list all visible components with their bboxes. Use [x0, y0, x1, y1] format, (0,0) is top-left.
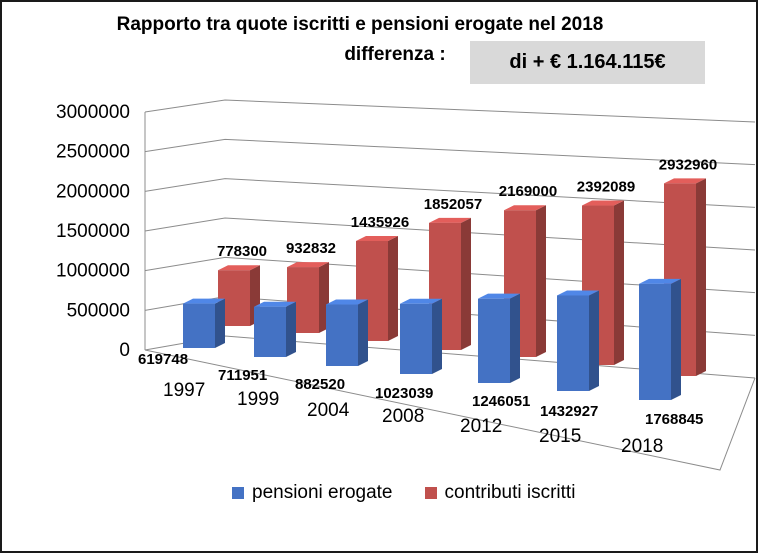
x-tick-label: 1997 [163, 380, 205, 401]
bar-contributi-top [287, 262, 329, 268]
data-label-contributi: 2932960 [659, 156, 717, 173]
bar-contributi-top [429, 217, 471, 223]
bar-pensioni-side [215, 298, 225, 348]
data-label-contributi: 778300 [217, 243, 267, 260]
data-label-contributi: 2392089 [577, 179, 635, 196]
gridline [144, 256, 756, 294]
data-label-pensioni: 882520 [295, 376, 345, 393]
data-label-pensioni: 619748 [138, 351, 188, 368]
legend-item-contributi: contributi iscritti [424, 482, 576, 504]
bar-pensioni [639, 283, 671, 400]
bar-pensioni-side [358, 299, 368, 366]
bar-pensioni-side [589, 290, 599, 391]
bar-contributi-top [582, 200, 624, 206]
bar-pensioni-top [557, 290, 599, 296]
data-label-pensioni: 1023039 [375, 385, 433, 402]
legend-label-contributi: contributi iscritti [444, 482, 576, 503]
bar-pensioni [326, 304, 358, 366]
legend-item-pensioni: pensioni erogate [232, 482, 393, 504]
floor-edge [144, 349, 756, 471]
bar-pensioni [400, 303, 432, 374]
bar-contributi-side [614, 200, 624, 365]
gridline [144, 138, 756, 166]
gridline [144, 178, 756, 208]
data-label-pensioni: 1432927 [540, 403, 598, 420]
bar-pensioni-top [639, 278, 681, 284]
x-tick-label: 2018 [621, 436, 663, 457]
bar-pensioni [183, 303, 215, 348]
bar-contributi-top [504, 205, 546, 211]
bar-pensioni-top [478, 293, 520, 299]
data-label-pensioni: 1246051 [472, 393, 530, 410]
data-label-contributi: 1852057 [424, 196, 482, 213]
bar-pensioni-top [254, 301, 296, 307]
bar-contributi-side [696, 178, 706, 376]
gridline [144, 217, 756, 251]
x-tick-label: 2015 [539, 426, 581, 447]
data-label-contributi: 932832 [286, 240, 336, 257]
data-label-pensioni: 711951 [218, 367, 267, 384]
legend-swatch-contributi [424, 487, 437, 499]
y-tick-label: 500000 [67, 300, 130, 321]
bar-pensioni-side [671, 278, 681, 400]
y-tick-label: 0 [119, 340, 130, 361]
bar-contributi-top [664, 178, 706, 184]
data-label-contributi: 2169000 [499, 183, 557, 200]
bar-contributi-side [388, 235, 398, 341]
y-tick-label: 1000000 [56, 261, 130, 282]
gridline [144, 99, 756, 123]
data-label-pensioni: 1768845 [645, 411, 703, 428]
chart-title: Rapporto tra quote iscritti e pensioni e… [40, 10, 680, 70]
x-tick-label: 2004 [307, 400, 350, 421]
legend-swatch-pensioni [232, 487, 244, 499]
bar-contributi-side [536, 205, 546, 357]
bar-pensioni [478, 298, 510, 383]
y-tick-label: 3000000 [56, 102, 130, 123]
bar-pensioni-top [400, 298, 442, 304]
bar-pensioni-side [286, 301, 296, 357]
y-tick-label: 2000000 [56, 181, 130, 202]
bar-pensioni [254, 306, 286, 357]
bar-pensioni-side [432, 298, 442, 374]
bar-pensioni [557, 295, 589, 391]
bar-contributi-top [218, 265, 260, 271]
bar-pensioni-side [510, 293, 520, 383]
y-tick-label: 1500000 [56, 221, 130, 242]
difference-box: di + € 1.164.115€ [470, 41, 705, 84]
chart-title-line1: Rapporto tra quote iscritti e pensioni e… [116, 14, 604, 35]
bar-contributi-top [356, 235, 398, 241]
x-tick-label: 2012 [460, 416, 502, 437]
x-tick-label: 2008 [382, 406, 424, 427]
bar-contributi-side [461, 217, 471, 350]
y-tick-label: 2500000 [56, 142, 130, 163]
chart-title-line2: differenza : [344, 44, 446, 65]
legend-label-pensioni: pensioni erogate [252, 482, 393, 503]
legend: pensioni erogate contributi iscritti [232, 482, 607, 504]
x-tick-label: 1999 [237, 389, 279, 410]
bar-pensioni-top [183, 298, 225, 304]
data-label-contributi: 1435926 [351, 214, 409, 231]
bar-pensioni-top [326, 299, 368, 305]
